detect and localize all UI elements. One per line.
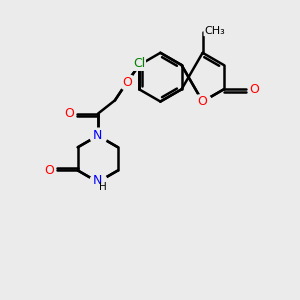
Text: N: N bbox=[93, 174, 103, 187]
Text: O: O bbox=[64, 107, 74, 120]
Text: CH₃: CH₃ bbox=[204, 26, 225, 36]
Text: O: O bbox=[249, 83, 259, 96]
Text: N: N bbox=[93, 129, 103, 142]
Text: H: H bbox=[99, 182, 107, 192]
Text: Cl: Cl bbox=[133, 57, 145, 70]
Text: O: O bbox=[122, 76, 132, 88]
Text: O: O bbox=[198, 95, 208, 108]
Text: O: O bbox=[44, 164, 54, 177]
